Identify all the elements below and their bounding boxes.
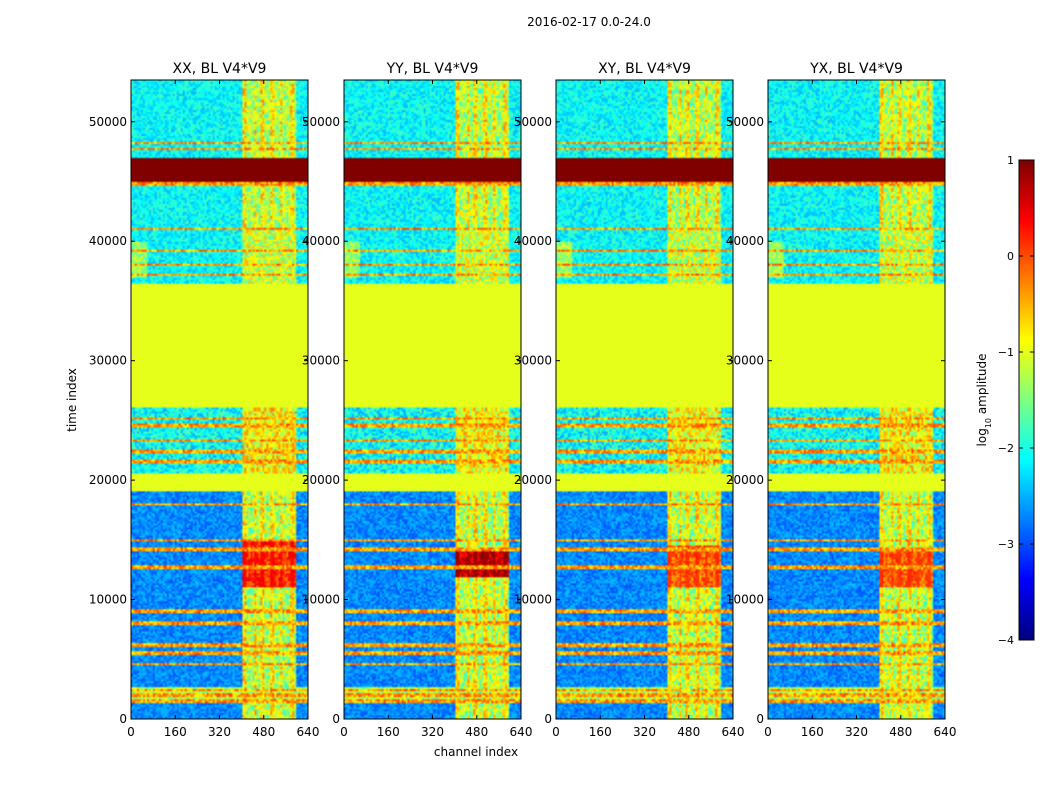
y-tick-label-1-4: 40000 — [302, 234, 340, 248]
x-tick-label-2-2: 320 — [633, 725, 656, 739]
x-tick-label-0-1: 160 — [164, 725, 187, 739]
y-tick-label-2-0: 0 — [544, 712, 552, 726]
panel-0: XX, BL V4*V9 0 160 320 480 640 0 10000 20000 3000… — [89, 61, 320, 739]
colorbar-tick-label-2: −1 — [998, 346, 1014, 359]
y-tick-label-0-3: 30000 — [89, 354, 127, 368]
x-tick-label-1-2: 320 — [421, 725, 444, 739]
panel-1: YY, BL V4*V9 0 160 320 480 640 0 10000 20000 3000… — [302, 61, 533, 739]
panel-title-0: XX, BL V4*V9 — [173, 61, 267, 77]
x-tick-label-3-2: 320 — [845, 725, 868, 739]
panel-title-3: YX, BL V4*V9 — [809, 61, 903, 77]
x-tick-label-2-1: 160 — [589, 725, 612, 739]
panel-title-2: XY, BL V4*V9 — [598, 61, 691, 77]
x-tick-label-0-2: 320 — [208, 725, 231, 739]
colorbar-label-rest: amplitude — [975, 354, 989, 418]
y-tick-label-1-3: 30000 — [302, 354, 340, 368]
colorbar-frame — [1018, 159, 1035, 641]
y-tick-label-3-3: 30000 — [726, 354, 764, 368]
y-tick-label-1-2: 20000 — [302, 473, 340, 487]
y-tick-label-2-1: 10000 — [514, 593, 552, 607]
x-tick-label-3-3: 480 — [889, 725, 912, 739]
x-tick-label-3-1: 160 — [801, 725, 824, 739]
y-tick-label-2-5: 50000 — [514, 115, 552, 129]
x-tick-label-2-0: 0 — [552, 725, 560, 739]
colorbar-tick-label-3: −2 — [998, 442, 1014, 455]
y-tick-label-3-1: 10000 — [726, 593, 764, 607]
y-tick-label-0-2: 20000 — [89, 473, 127, 487]
y-tick-label-3-5: 50000 — [726, 115, 764, 129]
x-tick-label-1-3: 480 — [465, 725, 488, 739]
heatmap-image-2 — [556, 80, 733, 719]
colorbar-gradient — [1019, 160, 1034, 640]
y-tick-label-0-5: 50000 — [89, 115, 127, 129]
x-axis-label: channel index — [434, 745, 518, 759]
panel-3: YX, BL V4*V9 0 160 320 480 640 0 10000 20000 3000… — [726, 61, 957, 739]
x-tick-label-1-4: 640 — [510, 725, 533, 739]
y-tick-label-3-4: 40000 — [726, 234, 764, 248]
x-tick-label-2-4: 640 — [722, 725, 745, 739]
panel-title-1: YY, BL V4*V9 — [386, 61, 479, 77]
heatmap-image-1 — [344, 80, 521, 719]
x-tick-label-0-4: 640 — [297, 725, 320, 739]
colorbar-tick-label-5: −4 — [998, 634, 1014, 647]
colorbar-label: log10 amplitude — [975, 354, 993, 447]
y-tick-label-1-5: 50000 — [302, 115, 340, 129]
colorbar-tick-label-4: −3 — [998, 538, 1014, 551]
x-tick-label-1-0: 0 — [340, 725, 348, 739]
x-tick-label-3-0: 0 — [764, 725, 772, 739]
colorbar-label-main: log — [975, 428, 989, 446]
y-tick-label-3-0: 0 — [756, 712, 764, 726]
y-tick-label-1-1: 10000 — [302, 593, 340, 607]
y-axis-label: time index — [65, 368, 79, 432]
y-tick-label-2-3: 30000 — [514, 354, 552, 368]
y-tick-label-0-1: 10000 — [89, 593, 127, 607]
x-tick-label-2-3: 480 — [677, 725, 700, 739]
x-tick-label-1-1: 160 — [377, 725, 400, 739]
panels-group: XX, BL V4*V9 0 160 320 480 640 0 10000 20000 3000… — [89, 61, 957, 739]
y-tick-label-0-4: 40000 — [89, 234, 127, 248]
colorbar-tick-label-0: 1 — [1007, 154, 1014, 167]
x-tick-label-0-0: 0 — [127, 725, 135, 739]
y-tick-label-0-0: 0 — [119, 712, 127, 726]
heatmap-image-0 — [131, 80, 308, 719]
heatmap-image-3 — [768, 80, 945, 719]
x-tick-label-0-3: 480 — [252, 725, 275, 739]
x-tick-label-3-4: 640 — [934, 725, 957, 739]
y-tick-label-2-2: 20000 — [514, 473, 552, 487]
y-tick-label-2-4: 40000 — [514, 234, 552, 248]
y-tick-label-3-2: 20000 — [726, 473, 764, 487]
y-tick-label-1-0: 0 — [332, 712, 340, 726]
colorbar-tick-label-1: 0 — [1007, 250, 1014, 263]
panel-2: XY, BL V4*V9 0 160 320 480 640 0 10000 20000 3000… — [514, 61, 745, 739]
figure-suptitle: 2016-02-17 0.0-24.0 — [527, 15, 651, 29]
colorbar-label-sub: 10 — [984, 418, 993, 428]
